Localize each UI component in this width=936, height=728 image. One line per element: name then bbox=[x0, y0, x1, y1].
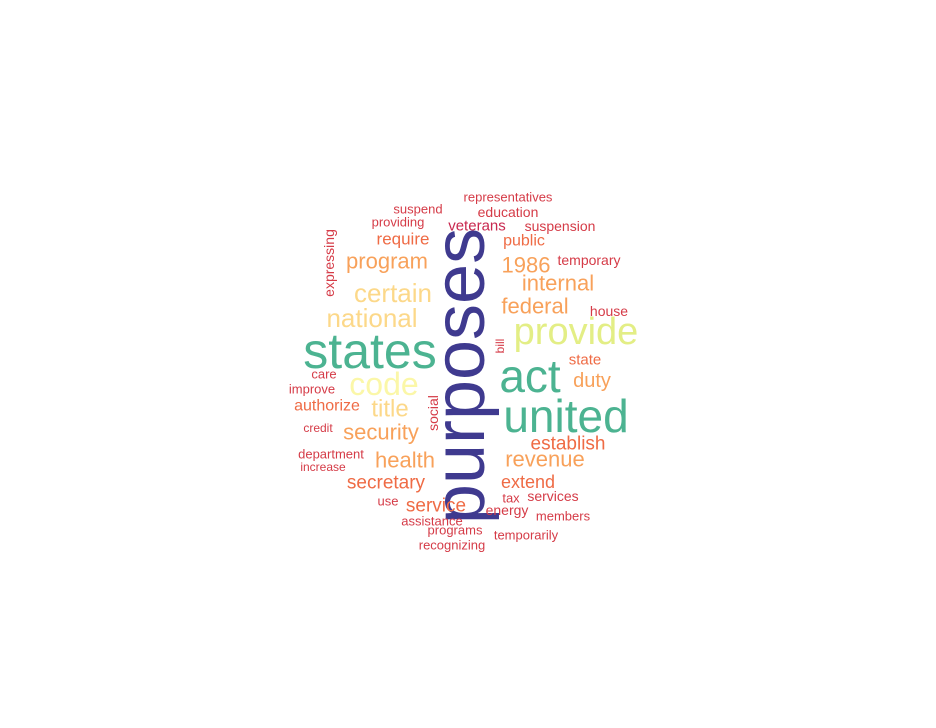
word-suspension: suspension bbox=[525, 218, 596, 234]
word-certain: certain bbox=[354, 278, 432, 308]
word-temporarily: temporarily bbox=[494, 528, 559, 543]
word-1986: 1986 bbox=[502, 253, 551, 278]
word-purposes: purposes bbox=[420, 228, 500, 524]
word-public: public bbox=[503, 233, 545, 250]
word-providing: providing bbox=[372, 215, 425, 230]
word-temporary: temporary bbox=[557, 252, 620, 268]
word-recognizing: recognizing bbox=[419, 538, 486, 553]
word-care: care bbox=[311, 367, 336, 382]
word-veterans: veterans bbox=[448, 218, 506, 235]
word-national: national bbox=[326, 303, 417, 333]
word-suspend: suspend bbox=[393, 202, 442, 217]
word-internal: internal bbox=[522, 271, 594, 296]
word-secretary: secretary bbox=[347, 473, 426, 494]
word-require: require bbox=[377, 230, 430, 249]
word-tax: tax bbox=[502, 491, 520, 506]
word-establish: establish bbox=[531, 434, 606, 455]
word-state: state bbox=[569, 352, 602, 369]
word-federal: federal bbox=[501, 294, 568, 319]
word-extend: extend bbox=[501, 472, 555, 492]
word-programs: programs bbox=[428, 523, 483, 538]
word-department: department bbox=[298, 447, 364, 462]
word-provide: provide bbox=[514, 311, 639, 353]
word-increase: increase bbox=[300, 460, 346, 474]
word-energy: energy bbox=[486, 502, 529, 518]
word-title: title bbox=[371, 396, 408, 423]
word-credit: credit bbox=[303, 421, 333, 435]
word-members: members bbox=[536, 509, 591, 524]
word-improve: improve bbox=[289, 382, 335, 397]
word-house: house bbox=[590, 303, 628, 319]
word-united: united bbox=[503, 390, 628, 442]
word-duty: duty bbox=[573, 370, 611, 392]
word-security: security bbox=[343, 420, 419, 445]
word-program: program bbox=[346, 249, 428, 274]
word-expressing: expressing bbox=[321, 229, 337, 297]
word-states: states bbox=[303, 323, 436, 379]
word-revenue: revenue bbox=[505, 447, 585, 472]
word-services: services bbox=[527, 488, 578, 504]
word-bill: bill bbox=[493, 339, 507, 354]
word-health: health bbox=[375, 448, 435, 473]
word-assistance: assistance bbox=[401, 514, 462, 529]
word-representatives: representatives bbox=[464, 190, 553, 205]
word-social: social bbox=[425, 395, 441, 431]
word-authorize: authorize bbox=[294, 398, 360, 415]
word-service: service bbox=[406, 496, 466, 517]
word-act: act bbox=[499, 350, 561, 402]
word-use: use bbox=[378, 494, 399, 509]
word-code: code bbox=[349, 366, 418, 402]
word-education: education bbox=[478, 204, 539, 220]
